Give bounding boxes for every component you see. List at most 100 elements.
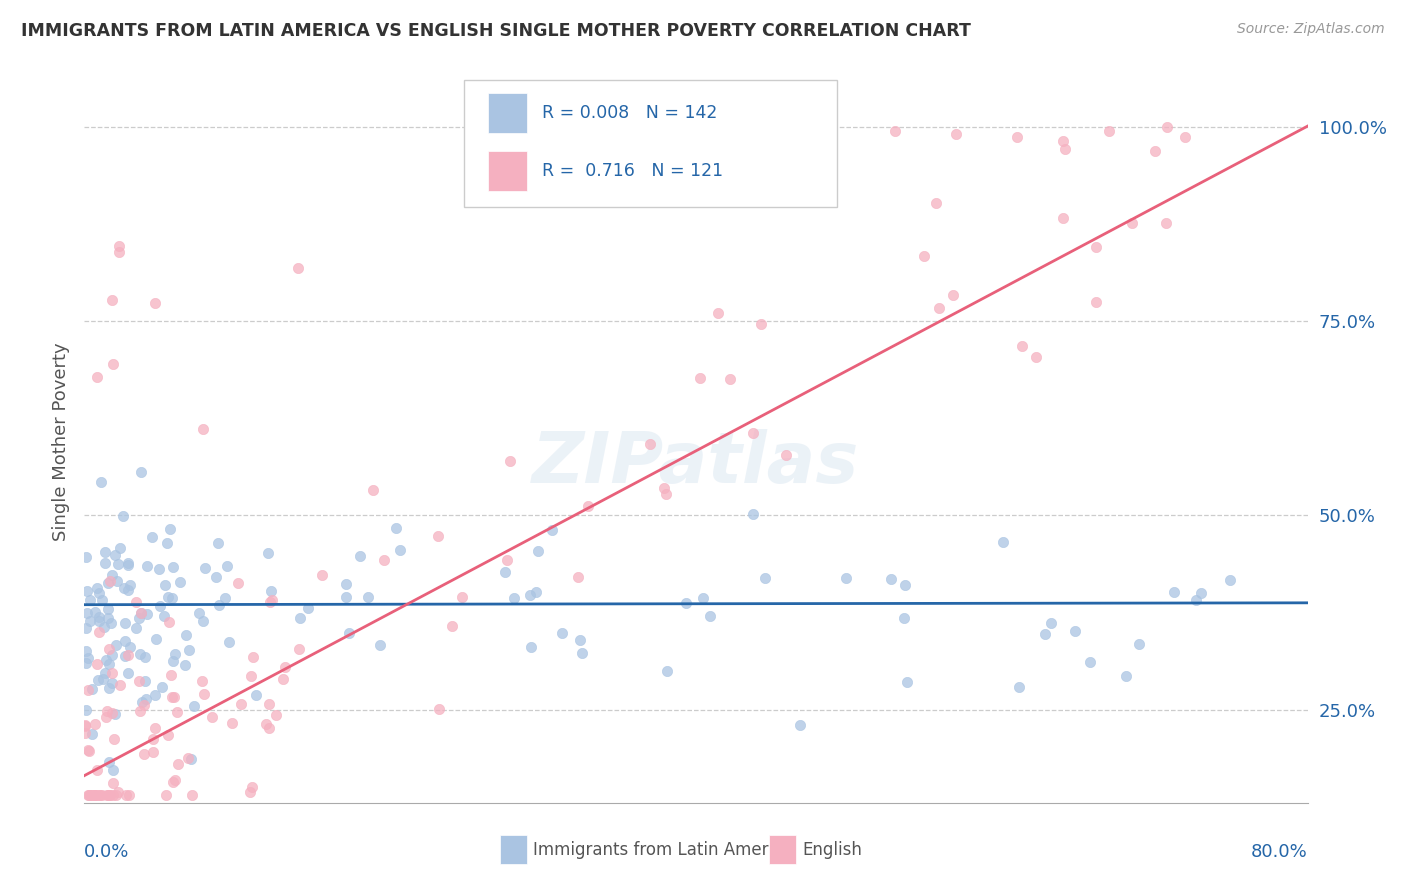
Point: [134, 698, 156, 712]
Point: [76, 607, 98, 621]
Point: [76, 788, 98, 802]
Point: [229, 698, 252, 712]
Point: [427, 529, 450, 543]
Point: [373, 553, 395, 567]
Point: [75, 704, 97, 718]
Point: [1064, 624, 1087, 639]
Point: [165, 648, 187, 662]
Point: [86, 657, 108, 671]
Point: [162, 654, 184, 668]
Point: [82, 726, 104, 740]
Point: [111, 509, 134, 524]
Point: [226, 576, 249, 591]
Point: [179, 642, 201, 657]
Point: [77, 682, 100, 697]
Point: [79, 788, 101, 802]
Point: [135, 692, 157, 706]
Point: [657, 664, 679, 678]
Point: [571, 646, 593, 660]
Point: [134, 673, 156, 688]
Point: [145, 688, 167, 702]
Point: [655, 486, 678, 500]
Point: [166, 757, 188, 772]
Point: [239, 785, 262, 799]
Point: [1052, 134, 1074, 148]
Point: [689, 371, 711, 385]
Point: [129, 704, 152, 718]
Point: [83, 788, 105, 802]
Point: [388, 542, 411, 557]
FancyBboxPatch shape: [464, 80, 837, 207]
Point: [1008, 680, 1031, 694]
Point: [675, 596, 697, 610]
Point: [75, 719, 97, 733]
Point: [84, 605, 107, 619]
Point: [174, 658, 197, 673]
Point: [101, 666, 124, 681]
Point: [524, 584, 547, 599]
Point: [86, 369, 108, 384]
Point: [75, 657, 97, 671]
Point: [496, 553, 519, 567]
Point: [363, 483, 385, 498]
Point: [145, 296, 167, 310]
Point: [1154, 216, 1177, 230]
Point: [288, 641, 311, 656]
Point: [337, 625, 360, 640]
Point: [76, 583, 98, 598]
Point: [1174, 130, 1197, 145]
Point: [98, 681, 121, 696]
Point: [101, 776, 124, 790]
Point: [162, 690, 184, 704]
Point: [156, 728, 179, 742]
Point: [287, 260, 309, 275]
Point: [928, 301, 950, 316]
Text: ZIPatlas: ZIPatlas: [533, 429, 859, 498]
Point: [101, 788, 124, 802]
Point: [86, 582, 108, 596]
Point: [75, 643, 97, 657]
Text: IMMIGRANTS FROM LATIN AMERICA VS ENGLISH SINGLE MOTHER POVERTY CORRELATION CHART: IMMIGRANTS FROM LATIN AMERICA VS ENGLISH…: [21, 22, 972, 40]
Point: [115, 788, 138, 802]
Point: [273, 673, 295, 687]
Point: [73, 718, 96, 732]
Point: [174, 628, 197, 642]
Point: [166, 706, 188, 720]
Point: [142, 745, 165, 759]
Point: [125, 594, 148, 608]
Point: [1098, 124, 1121, 138]
Point: [335, 590, 357, 604]
Point: [217, 559, 239, 574]
Point: [1156, 120, 1178, 134]
Point: [357, 590, 380, 604]
Point: [1052, 211, 1074, 225]
Point: [1011, 339, 1033, 353]
Point: [129, 607, 152, 621]
Point: [749, 317, 772, 331]
Point: [499, 454, 522, 468]
Point: [835, 571, 858, 585]
Point: [792, 127, 814, 141]
Point: [96, 788, 118, 802]
Point: [94, 556, 117, 570]
Point: [93, 620, 115, 634]
Point: [145, 632, 167, 646]
Point: [108, 541, 131, 556]
Point: [148, 562, 170, 576]
Point: [368, 638, 391, 652]
Point: [141, 731, 163, 746]
Point: [894, 577, 917, 591]
Point: [569, 633, 592, 648]
Point: [775, 448, 797, 462]
Point: [107, 244, 129, 259]
Point: [87, 673, 110, 687]
Point: [297, 600, 319, 615]
Point: [385, 521, 408, 535]
Point: [177, 751, 200, 765]
Text: Immigrants from Latin America: Immigrants from Latin America: [533, 841, 793, 859]
Point: [153, 578, 176, 592]
Point: [893, 610, 915, 624]
Point: [100, 706, 122, 720]
Point: [98, 755, 121, 769]
Point: [101, 357, 124, 371]
